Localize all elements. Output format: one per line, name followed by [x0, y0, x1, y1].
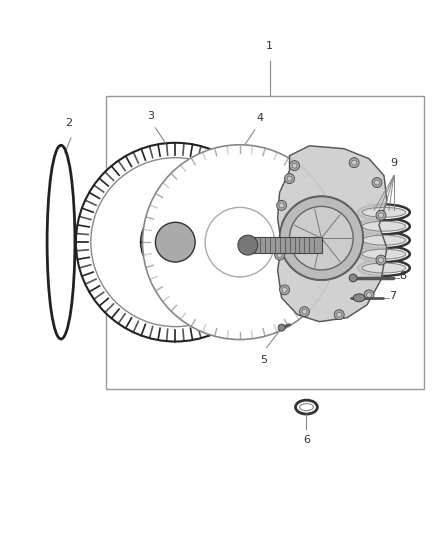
Ellipse shape [353, 294, 365, 302]
Circle shape [277, 200, 286, 211]
Circle shape [279, 285, 290, 295]
Circle shape [277, 253, 282, 257]
Circle shape [349, 158, 359, 168]
Text: 1: 1 [266, 42, 273, 51]
Circle shape [142, 145, 337, 340]
Circle shape [374, 180, 379, 185]
Ellipse shape [362, 263, 406, 273]
Ellipse shape [358, 260, 410, 276]
Ellipse shape [358, 232, 410, 248]
Circle shape [376, 255, 386, 265]
Text: 4: 4 [256, 113, 263, 123]
Circle shape [278, 324, 285, 331]
Ellipse shape [362, 207, 406, 217]
Circle shape [352, 160, 357, 165]
Circle shape [300, 307, 309, 317]
Circle shape [349, 274, 357, 282]
Circle shape [290, 160, 300, 171]
Circle shape [376, 211, 386, 220]
Ellipse shape [300, 403, 314, 410]
Circle shape [378, 257, 383, 263]
Text: 2: 2 [65, 118, 73, 128]
Polygon shape [278, 146, 387, 321]
Ellipse shape [358, 246, 410, 262]
Circle shape [292, 163, 297, 168]
Ellipse shape [362, 235, 406, 245]
Text: 7: 7 [389, 291, 396, 301]
Ellipse shape [358, 219, 410, 234]
Text: 5: 5 [260, 356, 267, 366]
Text: 8: 8 [399, 271, 406, 281]
Circle shape [141, 207, 210, 277]
Circle shape [337, 312, 342, 317]
Circle shape [334, 310, 344, 320]
Circle shape [302, 309, 307, 314]
Ellipse shape [296, 400, 318, 414]
Circle shape [205, 207, 275, 277]
Text: 9: 9 [390, 158, 397, 168]
Bar [106, 96, 424, 389]
Circle shape [238, 235, 258, 255]
Circle shape [285, 174, 294, 183]
Ellipse shape [362, 249, 406, 259]
Circle shape [275, 250, 285, 260]
Text: 6: 6 [303, 435, 310, 445]
Ellipse shape [358, 204, 410, 220]
Circle shape [364, 290, 374, 300]
Circle shape [378, 213, 383, 218]
Ellipse shape [362, 221, 406, 231]
Circle shape [290, 206, 353, 270]
Circle shape [76, 143, 275, 342]
Circle shape [155, 222, 195, 262]
Text: 3: 3 [147, 111, 154, 121]
Circle shape [372, 177, 382, 188]
Circle shape [367, 292, 371, 297]
Circle shape [279, 197, 363, 280]
Bar [248, 237, 322, 253]
Circle shape [279, 203, 284, 208]
Circle shape [282, 287, 287, 292]
Circle shape [287, 176, 292, 181]
